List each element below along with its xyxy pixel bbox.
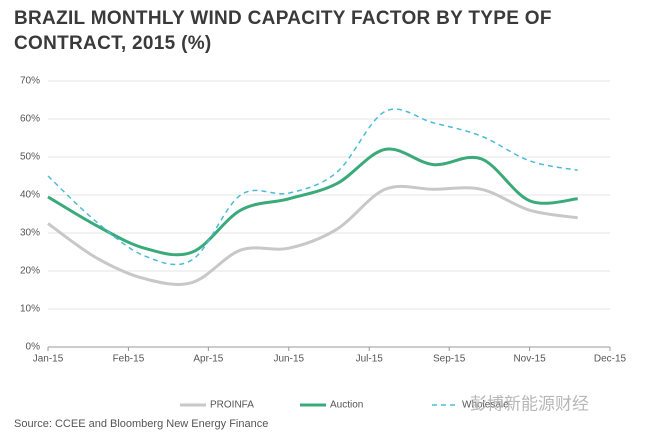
y-tick-label: 30% — [20, 228, 40, 239]
source: Source: CCEE and Bloomberg New Energy Fi… — [14, 418, 269, 430]
x-tick-label: Nov-15 — [513, 354, 546, 365]
watermark: 彭博新能源财经 — [470, 394, 589, 413]
x-tick-label: Jul-15 — [356, 354, 384, 365]
y-tick-label: 70% — [20, 76, 40, 87]
chart: 0% 10% 20% 30% 40% 50% 60% 70% Jan-15 Feb-15 Apr-1… — [20, 76, 627, 414]
y-tick-label: 20% — [20, 266, 40, 277]
x-tick-label: Feb-15 — [113, 354, 145, 365]
y-tick-label: 60% — [20, 114, 40, 125]
x-tick-label: Apr-15 — [193, 354, 223, 365]
y-tick-label: 50% — [20, 152, 40, 163]
chart-title: BRAZIL MONTHLY WIND CAPACITY FACTOR BY T… — [14, 8, 552, 54]
y-tick-label: 10% — [20, 304, 40, 315]
legend-label: Auction — [330, 400, 363, 411]
series-line — [47, 184, 578, 286]
x-tick-label: Jan-15 — [33, 354, 64, 365]
y-tick-label: 0% — [26, 342, 41, 353]
x-tick-label: Sep-15 — [433, 354, 466, 365]
x-tick-label: Dec-15 — [594, 354, 627, 365]
x-tick-label: Jun-15 — [273, 354, 304, 365]
legend-label: Wholesale — [462, 400, 509, 411]
series-line — [47, 108, 578, 266]
y-tick-label: 40% — [20, 190, 40, 201]
legend-label: PROINFA — [210, 400, 254, 411]
series-line — [47, 147, 578, 257]
